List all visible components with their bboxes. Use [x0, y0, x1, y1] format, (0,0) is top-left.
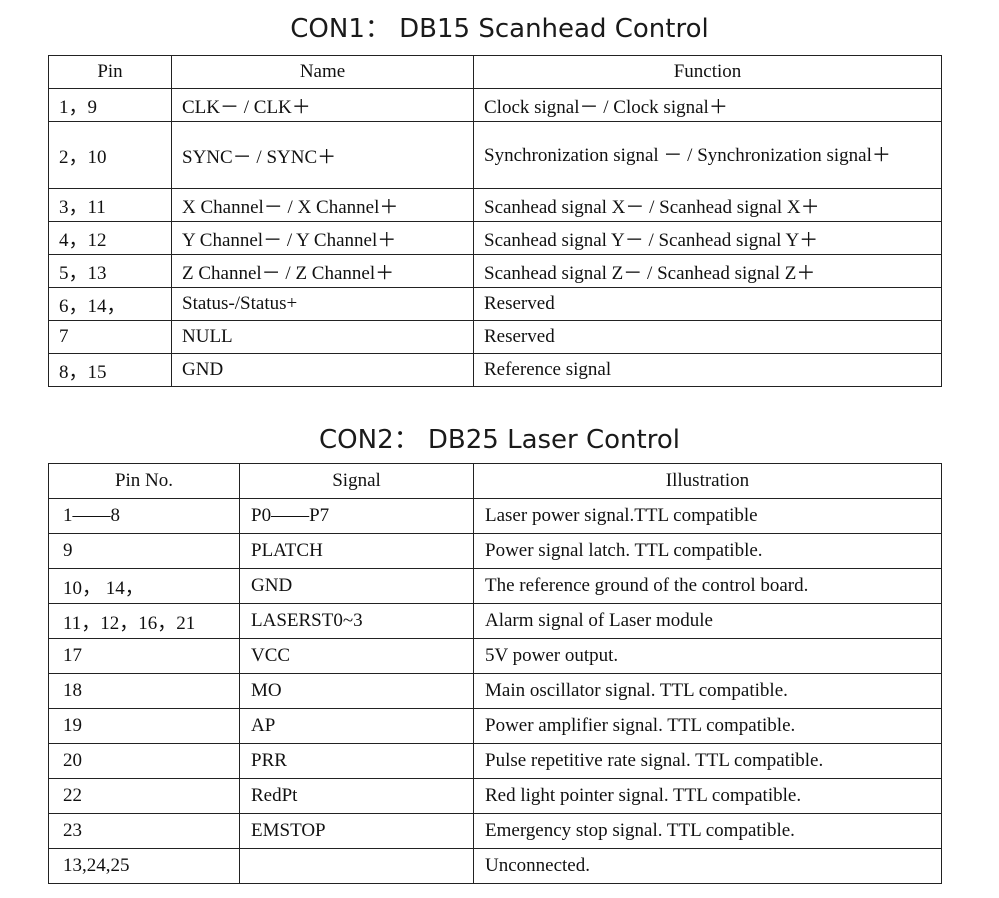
table-row: 7 NULL Reserved: [48, 320, 942, 354]
table-row: 1，9 CLK－ / CLK＋ Clock signal－ / Clock si…: [48, 88, 942, 122]
signal-cell: [239, 848, 474, 884]
column-header-signal: Signal: [239, 463, 474, 499]
illustration-cell: Alarm signal of Laser module: [473, 603, 942, 639]
table-row: 6，14， Status-/Status+ Reserved: [48, 287, 942, 321]
pin-cell: 1——8: [48, 498, 240, 534]
signal-cell: RedPt: [239, 778, 474, 814]
signal-cell: EMSTOP: [239, 813, 474, 849]
signal-cell: PLATCH: [239, 533, 474, 569]
table-row: 20 PRR Pulse repetitive rate signal. TTL…: [48, 743, 942, 779]
pin-cell: 7: [48, 320, 172, 354]
table-row: 9 PLATCH Power signal latch. TTL compati…: [48, 533, 942, 569]
pin-cell: 5，13: [48, 254, 172, 288]
pin-cell: 8，15: [48, 353, 172, 387]
illustration-cell: Power amplifier signal. TTL compatible.: [473, 708, 942, 744]
signal-cell: MO: [239, 673, 474, 709]
signal-cell: GND: [239, 568, 474, 604]
function-cell: Scanhead signal Y－ / Scanhead signal Y＋: [473, 221, 942, 255]
con1-pin-table: Pin Name Function 1，9 CLK－ / CLK＋ Clock …: [48, 55, 942, 387]
table-row: 5，13 Z Channel－ / Z Channel＋ Scanhead si…: [48, 254, 942, 288]
illustration-cell: Pulse repetitive rate signal. TTL compat…: [473, 743, 942, 779]
table-row: 4，12 Y Channel－ / Y Channel＋ Scanhead si…: [48, 221, 942, 255]
pin-cell: 9: [48, 533, 240, 569]
column-header-illustration: Illustration: [473, 463, 942, 499]
pin-cell: 22: [48, 778, 240, 814]
con2-title: CON2： DB25 Laser Control: [319, 425, 680, 455]
table-row: 3，11 X Channel－ / X Channel＋ Scanhead si…: [48, 188, 942, 222]
name-cell: NULL: [171, 320, 474, 354]
name-cell: Y Channel－ / Y Channel＋: [171, 221, 474, 255]
pin-cell: 18: [48, 673, 240, 709]
table-row: 13,24,25 Unconnected.: [48, 848, 942, 884]
name-cell: Z Channel－ / Z Channel＋: [171, 254, 474, 288]
table-header-row: Pin No. Signal Illustration: [48, 463, 942, 499]
table-header-row: Pin Name Function: [48, 55, 942, 89]
name-cell: Status-/Status+: [171, 287, 474, 321]
function-cell: Clock signal－ / Clock signal＋: [473, 88, 942, 122]
pin-cell: 19: [48, 708, 240, 744]
illustration-cell: Main oscillator signal. TTL compatible.: [473, 673, 942, 709]
function-cell: Reserved: [473, 287, 942, 321]
function-cell: Scanhead signal Z－ / Scanhead signal Z＋: [473, 254, 942, 288]
table-row: 1——8 P0——P7 Laser power signal.TTL compa…: [48, 498, 942, 534]
column-header-pin: Pin: [48, 55, 172, 89]
con1-title: CON1： DB15 Scanhead Control: [290, 14, 709, 44]
column-header-pin-no: Pin No.: [48, 463, 240, 499]
illustration-cell: Unconnected.: [473, 848, 942, 884]
table-row: 10， 14， GND The reference ground of the …: [48, 568, 942, 604]
column-header-function: Function: [473, 55, 942, 89]
name-cell: CLK－ / CLK＋: [171, 88, 474, 122]
illustration-cell: The reference ground of the control boar…: [473, 568, 942, 604]
illustration-cell: Emergency stop signal. TTL compatible.: [473, 813, 942, 849]
illustration-cell: Laser power signal.TTL compatible: [473, 498, 942, 534]
signal-cell: LASERST0~3: [239, 603, 474, 639]
table-row: 19 AP Power amplifier signal. TTL compat…: [48, 708, 942, 744]
table-row: 22 RedPt Red light pointer signal. TTL c…: [48, 778, 942, 814]
signal-cell: AP: [239, 708, 474, 744]
signal-cell: P0——P7: [239, 498, 474, 534]
pin-cell: 6，14，: [48, 287, 172, 321]
pin-cell: 13,24,25: [48, 848, 240, 884]
signal-cell: PRR: [239, 743, 474, 779]
function-cell: Synchronization signal － / Synchronizati…: [473, 121, 942, 189]
con2-pin-table: Pin No. Signal Illustration 1——8 P0——P7 …: [48, 463, 942, 884]
table-row: 18 MO Main oscillator signal. TTL compat…: [48, 673, 942, 709]
pin-cell: 20: [48, 743, 240, 779]
pin-cell: 11，12，16，21: [48, 603, 240, 639]
table-row: 23 EMSTOP Emergency stop signal. TTL com…: [48, 813, 942, 849]
function-cell: Reserved: [473, 320, 942, 354]
table-row: 8，15 GND Reference signal: [48, 353, 942, 387]
illustration-cell: 5V power output.: [473, 638, 942, 674]
table-row: 11，12，16，21 LASERST0~3 Alarm signal of L…: [48, 603, 942, 639]
table-row: 17 VCC 5V power output.: [48, 638, 942, 674]
signal-cell: VCC: [239, 638, 474, 674]
pin-cell: 23: [48, 813, 240, 849]
pin-cell: 4，12: [48, 221, 172, 255]
name-cell: GND: [171, 353, 474, 387]
illustration-cell: Power signal latch. TTL compatible.: [473, 533, 942, 569]
column-header-name: Name: [171, 55, 474, 89]
pin-cell: 3，11: [48, 188, 172, 222]
pin-cell: 10， 14，: [48, 568, 240, 604]
table-row: 2，10 SYNC－ / SYNC＋ Synchronization signa…: [48, 121, 942, 189]
pin-cell: 1，9: [48, 88, 172, 122]
illustration-cell: Red light pointer signal. TTL compatible…: [473, 778, 942, 814]
name-cell: SYNC－ / SYNC＋: [171, 121, 474, 189]
pin-cell: 17: [48, 638, 240, 674]
name-cell: X Channel－ / X Channel＋: [171, 188, 474, 222]
function-cell: Scanhead signal X－ / Scanhead signal X＋: [473, 188, 942, 222]
pin-cell: 2，10: [48, 121, 172, 189]
function-cell: Reference signal: [473, 353, 942, 387]
